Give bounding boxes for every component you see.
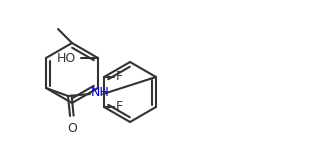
Text: NH: NH xyxy=(91,85,110,98)
Text: HO: HO xyxy=(57,51,76,64)
Text: O: O xyxy=(68,122,78,135)
Text: F: F xyxy=(116,101,123,114)
Text: F: F xyxy=(116,71,123,84)
